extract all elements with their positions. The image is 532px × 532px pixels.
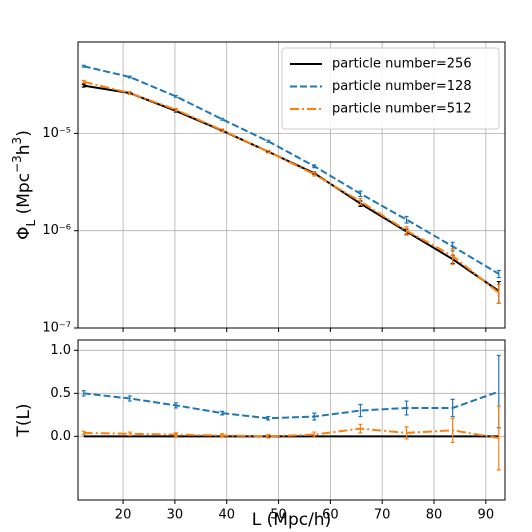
- y-axis-label-part: 3: [10, 137, 24, 145]
- x-tick-label: 60: [322, 508, 339, 523]
- error-bar: [496, 405, 501, 471]
- error-bar: [127, 395, 132, 402]
- error-bar: [220, 433, 225, 438]
- error-bar: [173, 94, 178, 98]
- y-axis-label-part: h: [14, 144, 34, 155]
- y-axis-label-part: L: [24, 219, 38, 226]
- legend-label: particle number=256: [332, 57, 472, 72]
- y-tick-label: 10⁻⁷: [42, 321, 71, 336]
- error-bar: [404, 400, 409, 416]
- error-bar: [404, 215, 409, 224]
- y-tick-label: 1.0: [50, 343, 71, 358]
- error-bar: [127, 91, 132, 95]
- y-tick-label: 0.0: [50, 429, 71, 444]
- y-axis-label-part: Mpc: [14, 173, 34, 208]
- error-bar: [127, 431, 132, 437]
- error-bar: [312, 412, 317, 421]
- error-bar: [266, 434, 271, 439]
- error-bar: [81, 390, 86, 397]
- error-bar: [312, 172, 317, 177]
- error-bar: [81, 430, 86, 436]
- error-bar: [266, 149, 271, 154]
- error-bar: [358, 197, 363, 206]
- error-bar: [450, 398, 455, 418]
- series-line: [83, 65, 500, 275]
- error-bar: [127, 75, 132, 79]
- error-bar: [496, 269, 501, 279]
- error-bar: [81, 64, 86, 68]
- plot-frame: [77, 41, 506, 329]
- x-tick-label: 50: [270, 508, 287, 523]
- legend-box: [281, 47, 500, 130]
- error-bar: [173, 107, 178, 112]
- error-bar: [220, 128, 225, 132]
- error-bar: [312, 431, 317, 438]
- error-bar: [81, 79, 86, 84]
- x-tick-label: 70: [374, 508, 391, 523]
- error-bar: [173, 402, 178, 409]
- y-axis-label-part: ): [14, 130, 34, 137]
- error-bar: [358, 403, 363, 418]
- error-bar: [404, 426, 409, 440]
- error-bar: [220, 117, 225, 121]
- series-line: [83, 390, 500, 420]
- plot-frame: [77, 339, 506, 501]
- y-axis-label: ΦL (Mpc−3h3): [10, 130, 38, 240]
- error-bar: [220, 410, 225, 416]
- y-tick-label: 10⁻⁶: [42, 223, 71, 238]
- error-bar: [266, 415, 271, 421]
- y-axis-label: T(L): [14, 403, 34, 437]
- error-bar: [266, 139, 271, 143]
- x-tick-label: 20: [115, 508, 132, 523]
- error-bar: [496, 283, 501, 304]
- legend-label: particle number=128: [332, 79, 472, 94]
- y-tick-label: 0.5: [50, 386, 71, 401]
- y-axis-label-part: T(L): [14, 403, 34, 437]
- y-axis-label-part: (: [14, 208, 34, 220]
- error-bar: [450, 417, 455, 443]
- x-tick-label: 40: [218, 508, 235, 523]
- error-bar: [358, 190, 363, 198]
- error-bar: [312, 164, 317, 169]
- series-line: [83, 427, 499, 440]
- x-tick-label: 90: [478, 508, 495, 523]
- error-bar: [404, 226, 409, 236]
- error-bar: [358, 423, 363, 434]
- error-bar: [450, 248, 455, 266]
- error-bar: [81, 83, 86, 88]
- y-tick-label: 10⁻⁵: [42, 126, 71, 141]
- y-axis-label-part: −3: [10, 155, 24, 173]
- legend-label: particle number=512: [332, 102, 472, 117]
- x-tick-label: 30: [167, 508, 184, 523]
- series-line: [83, 80, 500, 294]
- x-tick-label: 80: [426, 508, 443, 523]
- y-axis-label-part: Φ: [14, 226, 34, 239]
- x-axis-label: L (Mpc/h): [252, 510, 331, 530]
- error-bar: [173, 432, 178, 437]
